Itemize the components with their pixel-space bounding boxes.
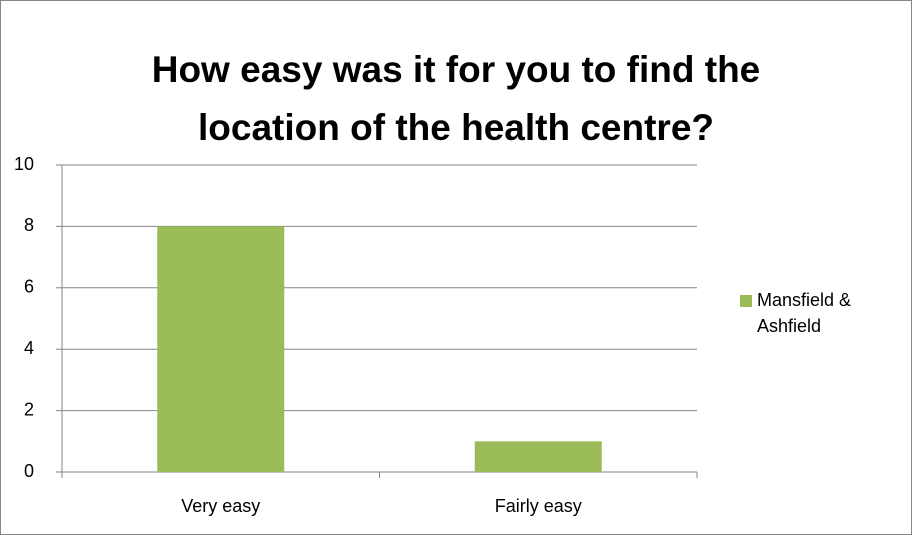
x-tick-label: Fairly easy	[495, 496, 582, 516]
bar	[474, 441, 602, 472]
y-tick-label: 0	[24, 461, 34, 481]
legend-swatch	[740, 295, 752, 307]
x-tick-label: Very easy	[181, 496, 260, 516]
y-tick-label: 2	[24, 399, 34, 419]
chart-title-line: location of the health centre?	[198, 107, 714, 148]
y-tick-label: 6	[24, 277, 34, 297]
legend-label-box: Mansfield & Ashfield	[757, 290, 852, 336]
chart-title-line: How easy was it for you to find the	[152, 49, 761, 90]
y-tick-label: 4	[24, 338, 34, 358]
y-tick-label: 10	[14, 154, 34, 174]
legend-label: Mansfield & Ashfield	[757, 290, 852, 336]
bar	[157, 226, 285, 472]
y-tick-label: 8	[24, 215, 34, 235]
